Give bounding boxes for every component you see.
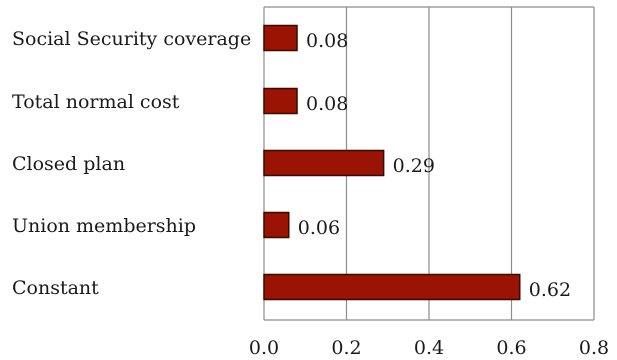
bar-total-normal-cost [263,87,298,115]
data-label: 0.62 [529,279,571,301]
bar-closed-plan [263,149,385,177]
bar-constant [263,273,521,301]
category-label: Social Security coverage [12,28,251,50]
x-tick-label: 0.2 [331,337,361,359]
category-label: Closed plan [12,153,125,175]
category-label: Total normal cost [12,91,180,113]
data-label: 0.29 [393,155,435,177]
data-label: 0.08 [306,93,348,115]
data-labels: 0.08 0.08 0.29 0.06 0.62 [298,30,571,301]
x-tick-label: 0.6 [496,337,526,359]
category-label: Constant [12,277,99,299]
category-label: Union membership [12,215,196,237]
x-tick-label: 0.0 [249,337,279,359]
data-label: 0.06 [298,217,340,239]
category-labels: Social Security coverage Total normal cos… [12,28,251,299]
bars [263,24,521,301]
x-tick-label: 0.8 [579,337,609,359]
bar-social-security-coverage [263,24,298,52]
gridlines [263,6,595,321]
bar-union-membership [263,211,290,239]
x-axis-ticks: 0.0 0.2 0.4 0.6 0.8 [249,337,609,359]
data-label: 0.08 [306,30,348,52]
x-tick-label: 0.4 [414,337,444,359]
